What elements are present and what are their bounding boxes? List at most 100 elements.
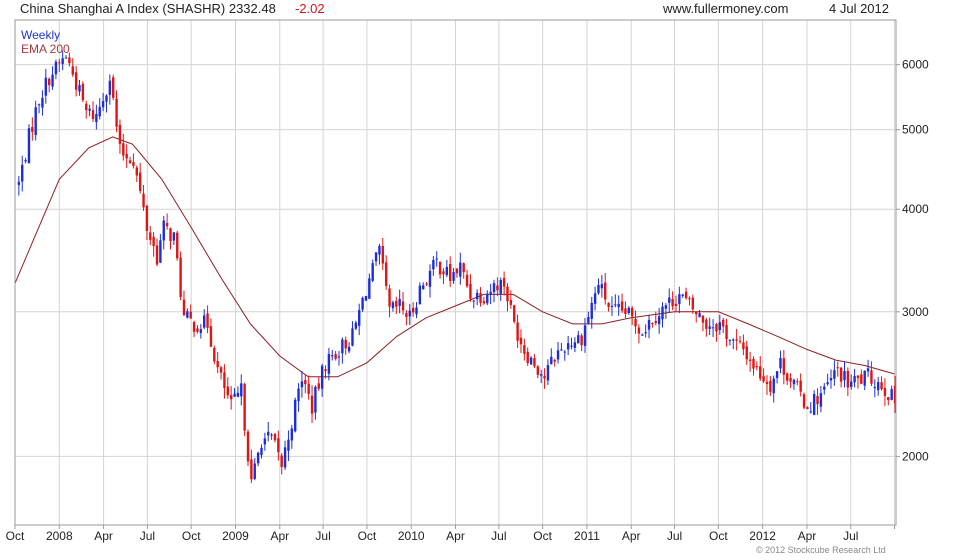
candle-body bbox=[331, 355, 334, 357]
legend-weekly: Weekly bbox=[21, 28, 61, 42]
candle-body bbox=[654, 321, 657, 324]
candle-body bbox=[496, 285, 499, 291]
candle-body bbox=[317, 383, 320, 389]
candle-body bbox=[819, 393, 823, 407]
candle-body bbox=[344, 339, 347, 349]
candle-body bbox=[78, 85, 81, 92]
candle-body bbox=[607, 302, 610, 307]
candle-body bbox=[297, 388, 300, 402]
candle-body bbox=[681, 294, 684, 296]
candle-body bbox=[233, 393, 236, 397]
candle-body bbox=[759, 366, 762, 379]
candle-body bbox=[711, 327, 715, 329]
candle-body bbox=[772, 378, 775, 394]
candle-body bbox=[566, 343, 570, 350]
candle-body bbox=[765, 381, 769, 385]
candle-body bbox=[219, 367, 223, 373]
candle-body bbox=[31, 126, 34, 132]
candle-body bbox=[614, 304, 617, 306]
candle-body bbox=[553, 359, 556, 362]
candle-body bbox=[499, 279, 502, 294]
x-tick-label: Apr bbox=[270, 529, 289, 543]
candle-body bbox=[253, 463, 256, 479]
candle-body bbox=[718, 322, 721, 330]
candle-body bbox=[364, 295, 368, 301]
candle-body bbox=[644, 332, 647, 334]
x-tick-label: Apr bbox=[94, 529, 113, 543]
candle-body bbox=[610, 305, 614, 307]
candle-body bbox=[856, 375, 860, 378]
candle-body bbox=[502, 277, 506, 287]
candle-body bbox=[310, 395, 314, 414]
candle-body bbox=[411, 307, 415, 313]
candle-body bbox=[893, 385, 897, 404]
candle-body bbox=[41, 97, 44, 108]
candle-body bbox=[445, 266, 449, 276]
candle-body bbox=[509, 300, 513, 305]
candle-body bbox=[880, 382, 883, 390]
candle-body bbox=[442, 271, 445, 275]
candle-body bbox=[668, 297, 671, 303]
candle-body bbox=[401, 301, 405, 311]
price-change: -2.02 bbox=[295, 1, 325, 16]
candle-body bbox=[260, 447, 263, 456]
candle-body bbox=[769, 380, 772, 392]
candle-body bbox=[482, 301, 486, 304]
candle-body bbox=[388, 288, 391, 307]
candle-body bbox=[745, 346, 748, 360]
chart-header: China Shanghai A Index (SHASHR) 2332.48 … bbox=[0, 0, 980, 20]
candle-body bbox=[162, 220, 165, 241]
candle-body bbox=[229, 395, 233, 400]
candle-body bbox=[752, 358, 755, 369]
candle-body bbox=[101, 101, 105, 108]
source-website[interactable]: www.fullermoney.com bbox=[663, 1, 789, 16]
candle-body bbox=[418, 285, 422, 305]
candle-body bbox=[472, 300, 475, 302]
candle-body bbox=[617, 303, 620, 308]
candle-body bbox=[587, 317, 590, 324]
candle-body bbox=[438, 261, 442, 275]
candle-body bbox=[516, 322, 519, 341]
candle-body bbox=[368, 278, 371, 299]
candle-body bbox=[792, 379, 796, 385]
y-tick-label: 6000 bbox=[902, 58, 929, 72]
legend: Weekly EMA 200 bbox=[21, 28, 70, 56]
candle-body bbox=[307, 383, 310, 395]
candle-body bbox=[112, 77, 115, 98]
candle-body bbox=[327, 353, 331, 374]
candle-body bbox=[866, 368, 870, 372]
candle-body bbox=[782, 358, 786, 375]
candle-body bbox=[816, 395, 819, 405]
x-tick-label: 2011 bbox=[574, 529, 600, 543]
candle-body bbox=[398, 298, 401, 306]
candle-body bbox=[54, 61, 58, 75]
candle-body bbox=[95, 113, 98, 123]
candle-body bbox=[620, 301, 624, 311]
candle-body bbox=[860, 374, 863, 384]
candle-body bbox=[698, 313, 701, 318]
legend-ema: EMA 200 bbox=[21, 42, 70, 56]
candle-body bbox=[755, 366, 759, 368]
candle-body bbox=[58, 62, 61, 64]
candle-body bbox=[432, 259, 435, 270]
candle-body bbox=[391, 302, 395, 309]
candle-body bbox=[735, 339, 738, 341]
candle-body bbox=[71, 66, 74, 75]
candle-body bbox=[863, 370, 866, 386]
x-tick-label: Oct bbox=[182, 529, 201, 543]
candle-body bbox=[526, 351, 529, 363]
candle-body bbox=[169, 228, 172, 242]
candle-body bbox=[870, 370, 873, 384]
candle-body bbox=[176, 232, 179, 259]
candle-body bbox=[651, 323, 654, 325]
candle-body bbox=[314, 386, 317, 413]
candle-body bbox=[354, 322, 358, 329]
x-tick-label: Jul bbox=[667, 529, 682, 543]
chart-gridlines bbox=[14, 20, 896, 525]
candle-body bbox=[290, 428, 294, 441]
candle-body bbox=[37, 104, 41, 106]
ema-line-group bbox=[14, 136, 895, 378]
candle-body bbox=[341, 339, 344, 354]
candle-body bbox=[91, 110, 95, 119]
